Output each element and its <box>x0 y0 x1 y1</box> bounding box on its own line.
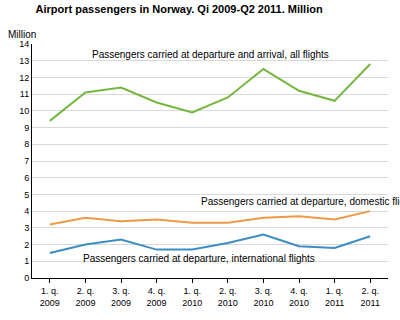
svg-text:Passengers carried at departur: Passengers carried at departure, domesti… <box>201 196 400 207</box>
svg-text:4. q.2009: 4. q.2009 <box>147 286 167 308</box>
svg-text:2. q.2010: 2. q.2010 <box>218 286 238 308</box>
svg-text:7: 7 <box>24 156 29 166</box>
svg-text:3. q.2010: 3. q.2010 <box>253 286 273 308</box>
svg-text:13: 13 <box>19 56 29 66</box>
svg-text:0: 0 <box>24 273 29 283</box>
svg-text:12: 12 <box>19 73 29 83</box>
svg-text:1. q.2009: 1. q.2009 <box>40 286 60 308</box>
svg-text:6: 6 <box>24 173 29 183</box>
svg-text:Passengers carried at departur: Passengers carried at departure, interna… <box>83 253 315 264</box>
svg-text:2. q.2009: 2. q.2009 <box>75 286 95 308</box>
svg-text:2. q.2011: 2. q.2011 <box>361 286 380 308</box>
svg-text:Million: Million <box>8 29 36 40</box>
svg-text:10: 10 <box>19 106 29 116</box>
svg-text:8: 8 <box>24 139 29 149</box>
svg-text:9: 9 <box>24 123 29 133</box>
svg-text:1: 1 <box>24 256 29 266</box>
svg-text:11: 11 <box>20 89 29 99</box>
svg-text:2: 2 <box>24 240 29 250</box>
svg-text:3. q.2009: 3. q.2009 <box>111 286 131 308</box>
svg-text:3: 3 <box>24 223 29 233</box>
svg-text:4: 4 <box>24 206 29 216</box>
svg-text:14: 14 <box>19 39 29 49</box>
svg-text:Airport passengers in Norway.: Airport passengers in Norway. Qi 2009-Q2… <box>36 3 323 15</box>
svg-text:4. q.2010: 4. q.2010 <box>289 286 309 308</box>
svg-text:5: 5 <box>24 190 29 200</box>
svg-text:Passengers carried at departur: Passengers carried at departure and arri… <box>92 49 329 60</box>
svg-text:1. q.2010: 1. q.2010 <box>182 286 202 308</box>
svg-text:1. q.2011: 1. q.2011 <box>325 286 344 308</box>
